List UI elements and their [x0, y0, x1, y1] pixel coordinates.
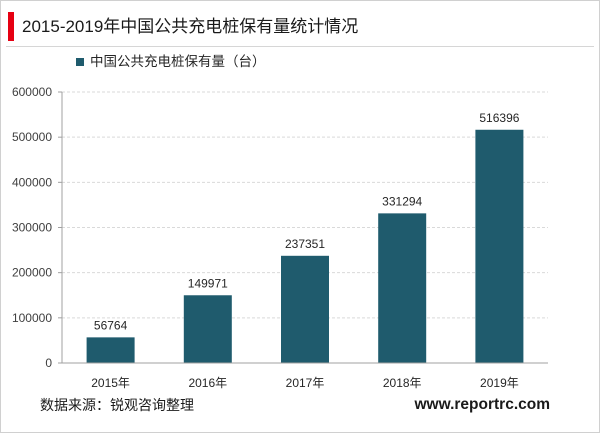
legend: 中国公共充电桩保有量（台）	[76, 54, 266, 70]
y-tick-label: 200000	[12, 266, 52, 280]
data-label-2019: 516396	[479, 111, 519, 125]
x-tick-label-2015: 2015年	[91, 376, 130, 390]
gridlines	[62, 91, 548, 319]
bar-2019	[475, 129, 524, 363]
bar-2017	[281, 255, 329, 363]
x-tick-label-2019: 2019年	[480, 376, 519, 390]
data-label-2017: 237351	[285, 237, 325, 251]
data-label-2016: 149971	[188, 276, 228, 290]
x-tick-label-2017: 2017年	[286, 376, 325, 390]
axes	[58, 91, 548, 364]
y-tick-label: 400000	[12, 175, 52, 189]
data-label-2015: 56764	[94, 318, 128, 332]
chart-title: 2015-2019年中国公共充电桩保有量统计情况	[22, 17, 359, 36]
legend-swatch	[76, 58, 84, 66]
bar-2016	[183, 295, 232, 363]
chart-labels: 0 100000 200000 300000 400000 500000 600000 567…	[12, 85, 520, 390]
bars	[86, 129, 524, 363]
x-tick-label-2016: 2016年	[188, 376, 227, 390]
y-tick-label: 300000	[12, 221, 52, 235]
y-tick-label: 0	[45, 356, 52, 370]
y-tick-label: 100000	[12, 311, 52, 325]
data-source-note: 数据来源：锐观咨询整理	[40, 397, 194, 413]
y-tick-label: 500000	[12, 130, 52, 144]
bar-2018	[378, 213, 427, 363]
title-divider	[6, 46, 594, 47]
y-tick-label: 600000	[12, 85, 52, 99]
bar-2015	[86, 337, 135, 363]
title-accent-bar	[8, 12, 14, 41]
legend-label: 中国公共充电桩保有量（台）	[90, 54, 266, 69]
website-watermark: www.reportrc.com	[414, 396, 550, 413]
x-tick-label-2018: 2018年	[383, 376, 422, 390]
data-label-2018: 331294	[382, 194, 422, 208]
